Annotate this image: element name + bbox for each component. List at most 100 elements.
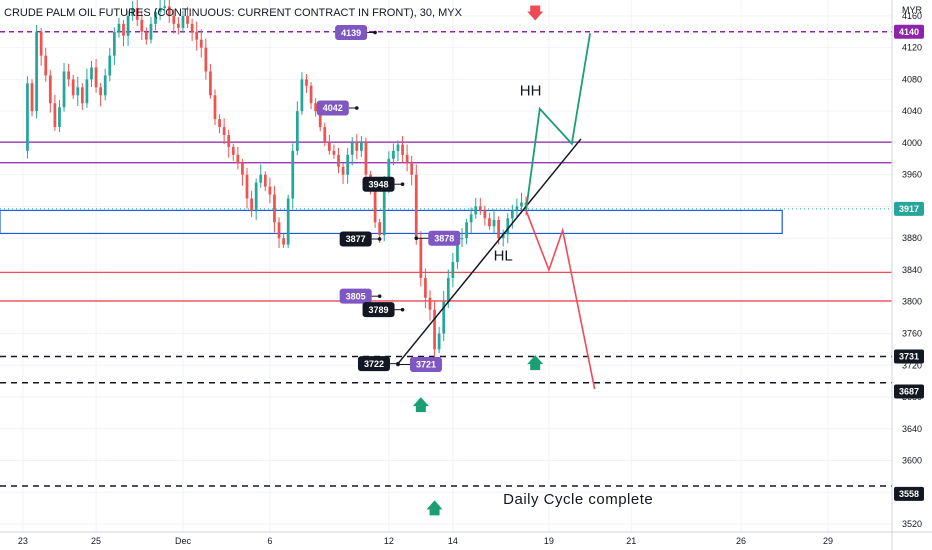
trendline [397,138,582,365]
candle-body [295,111,299,151]
badge-dot [373,30,377,35]
candle-body [259,174,263,183]
badge-dot [400,182,405,187]
badge-label: 3878 [434,233,454,243]
wave-label: HH [520,82,542,99]
candle-body [300,79,304,112]
candle-body [213,95,217,120]
candle-body [158,7,162,12]
y-tick-label: 4080 [902,74,922,84]
candle-body [309,85,313,104]
price-axis-tag-label: 3731 [899,352,919,362]
candle-body [145,31,148,40]
candle-body [419,238,423,278]
candle-body [341,166,345,175]
zone-layer [0,209,783,235]
candle-body [273,194,276,223]
price-axis-tag: 3558 [894,486,924,501]
candle-body [241,162,244,175]
candle-body [209,71,212,96]
candle-body [497,219,500,239]
candle-body [135,7,139,20]
y-tick-label: 3960 [902,170,922,180]
badge-box [335,25,368,41]
badge-label: 4139 [341,28,361,38]
x-tick-label: Dec [175,536,192,546]
bearish-projection-path [525,210,596,390]
candle-body [30,83,34,112]
y-tick-label: 3600 [902,456,922,466]
price-axis-tag-box [894,486,924,501]
candle-body [410,162,414,175]
candle-body [332,150,336,155]
candle-body [483,210,487,219]
paths-layer [397,33,596,390]
candle-body [199,39,203,48]
down-arrow-icon [527,5,544,21]
badge-box [357,356,390,372]
candle-body [465,222,468,239]
price-badge: 4139 [335,25,377,41]
x-tick-label: 21 [626,536,636,546]
candle-body [346,154,350,175]
candle-body [231,146,235,155]
candle-body [337,154,340,167]
candle-body [227,134,231,147]
badge-box [339,288,372,304]
badge-box [409,356,442,372]
up-arrow-icon [426,500,443,516]
candle-body [90,67,93,80]
badge-box [428,230,461,246]
badge-box [316,100,349,116]
badge-box [362,302,395,318]
candle-body [506,218,510,235]
badge-dot [400,307,405,312]
arrows-layer [412,5,544,516]
badge-label: 3805 [346,291,366,301]
price-axis-tag-label: 4140 [899,27,919,37]
badge-dot [396,362,400,367]
candle-body [510,210,514,219]
candle-body [85,79,89,104]
candle-body [140,19,144,32]
candle-body [277,222,281,239]
candle-body [437,333,441,350]
candle-body [392,150,395,159]
candle-body [382,182,386,236]
levels-layer [0,31,892,487]
candle-body [451,262,455,278]
candle-body [71,79,75,96]
candle-body [364,141,368,175]
candle-body [245,174,249,199]
candle-body [62,71,66,108]
candle-body [126,15,130,36]
price-axis-tag: 3917 [894,201,924,216]
candle-body [305,79,308,86]
candle-body [318,111,322,128]
candle-body [396,144,400,151]
badge-label: 3877 [346,234,366,244]
price-axis-tag-label: 3558 [899,489,919,499]
candle-body [446,277,450,302]
price-axis-tag-box [894,384,924,399]
candle-body [67,71,70,80]
y-tick-label: 3880 [902,233,922,243]
candle-body [360,141,363,151]
y-tick-label: 4120 [902,43,922,53]
candle-body [44,55,48,76]
daily-cycle-annotation: Daily Cycle complete [503,491,653,508]
y-tick-label: 4000 [902,138,922,148]
price-axis-tag-box [894,349,924,364]
candle-body [355,142,359,151]
candle-body [428,297,432,310]
candle-body [131,7,135,16]
price-badge: 3789 [362,302,405,318]
price-badge: 3721 [396,356,442,372]
y-tick-label: 4160 [902,11,922,21]
badge-label: 3721 [416,360,436,370]
badge-label: 3722 [364,359,384,369]
candle-body [53,103,57,128]
price-axis-tag-label: 3687 [899,386,919,396]
